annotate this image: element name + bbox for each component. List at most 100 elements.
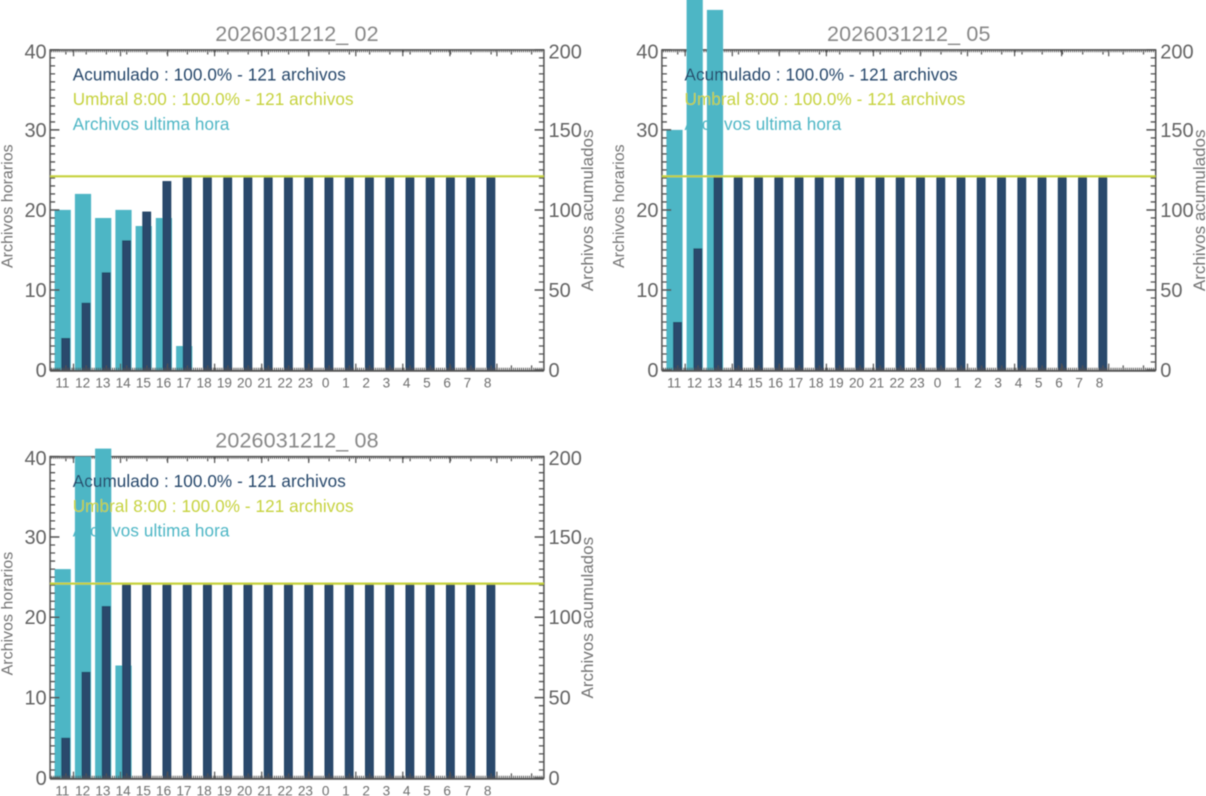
svg-text:15: 15 bbox=[136, 784, 151, 796]
svg-text:23: 23 bbox=[910, 376, 925, 391]
svg-text:11: 11 bbox=[55, 376, 69, 391]
svg-text:4: 4 bbox=[403, 376, 411, 391]
svg-text:4: 4 bbox=[403, 784, 411, 796]
svg-text:12: 12 bbox=[687, 376, 702, 391]
svg-text:2026031212_ 05: 2026031212_ 05 bbox=[827, 22, 991, 46]
svg-text:19: 19 bbox=[217, 376, 232, 391]
svg-text:7: 7 bbox=[464, 784, 472, 796]
svg-text:5: 5 bbox=[1035, 376, 1043, 391]
svg-text:3: 3 bbox=[383, 376, 391, 391]
svg-text:30: 30 bbox=[24, 527, 46, 549]
svg-text:1: 1 bbox=[954, 376, 962, 391]
svg-text:14: 14 bbox=[727, 376, 743, 391]
svg-text:10: 10 bbox=[636, 280, 658, 302]
svg-text:Archivos ultima hora: Archivos ultima hora bbox=[73, 115, 230, 134]
svg-text:30: 30 bbox=[636, 120, 658, 142]
svg-text:16: 16 bbox=[156, 784, 171, 796]
svg-text:0: 0 bbox=[549, 360, 560, 382]
svg-text:30: 30 bbox=[24, 120, 46, 142]
svg-text:15: 15 bbox=[136, 376, 151, 391]
svg-text:1: 1 bbox=[342, 784, 350, 796]
svg-text:Archivos horarios: Archivos horarios bbox=[611, 144, 628, 268]
svg-text:19: 19 bbox=[217, 784, 232, 796]
svg-text:7: 7 bbox=[464, 376, 472, 391]
svg-text:150: 150 bbox=[549, 527, 582, 549]
svg-text:20: 20 bbox=[24, 200, 46, 222]
svg-text:Umbral 8:00 : 100.0% - 121 arc: Umbral 8:00 : 100.0% - 121 archivos bbox=[73, 90, 354, 109]
svg-text:20: 20 bbox=[24, 607, 46, 629]
svg-text:20: 20 bbox=[849, 376, 865, 391]
svg-text:17: 17 bbox=[176, 376, 191, 391]
svg-text:13: 13 bbox=[707, 376, 722, 391]
svg-text:23: 23 bbox=[298, 784, 313, 796]
svg-text:200: 200 bbox=[549, 448, 582, 470]
svg-text:5: 5 bbox=[423, 784, 431, 796]
svg-text:2026031212_ 02: 2026031212_ 02 bbox=[215, 22, 379, 46]
svg-text:40: 40 bbox=[24, 41, 46, 63]
svg-text:100: 100 bbox=[549, 200, 582, 222]
svg-text:8: 8 bbox=[1096, 376, 1104, 391]
svg-text:6: 6 bbox=[443, 784, 451, 796]
svg-text:22: 22 bbox=[889, 376, 904, 391]
svg-text:8: 8 bbox=[484, 784, 492, 796]
svg-text:0: 0 bbox=[1160, 360, 1171, 382]
svg-text:40: 40 bbox=[636, 41, 658, 63]
svg-text:17: 17 bbox=[788, 376, 803, 391]
svg-text:Acumulado : 100.0% - 121 archi: Acumulado : 100.0% - 121 archivos bbox=[73, 472, 346, 491]
svg-text:3: 3 bbox=[994, 376, 1002, 391]
svg-text:13: 13 bbox=[95, 784, 110, 796]
svg-text:0: 0 bbox=[647, 360, 658, 382]
svg-text:Acumulado : 100.0% - 121 archi: Acumulado : 100.0% - 121 archivos bbox=[685, 65, 958, 84]
svg-text:3: 3 bbox=[383, 784, 391, 796]
svg-text:14: 14 bbox=[116, 376, 132, 391]
svg-text:6: 6 bbox=[443, 376, 451, 391]
svg-text:17: 17 bbox=[176, 784, 191, 796]
svg-text:4: 4 bbox=[1015, 376, 1023, 391]
svg-text:200: 200 bbox=[549, 41, 582, 63]
svg-text:Umbral 8:00 : 100.0% - 121 arc: Umbral 8:00 : 100.0% - 121 archivos bbox=[73, 497, 354, 516]
svg-text:21: 21 bbox=[869, 376, 884, 391]
svg-text:11: 11 bbox=[667, 376, 681, 391]
svg-text:18: 18 bbox=[808, 376, 823, 391]
svg-text:2: 2 bbox=[974, 376, 982, 391]
svg-text:16: 16 bbox=[768, 376, 783, 391]
svg-text:2026031212_ 08: 2026031212_ 08 bbox=[215, 429, 379, 453]
svg-text:22: 22 bbox=[278, 784, 293, 796]
svg-text:Archivos acumulados: Archivos acumulados bbox=[1190, 130, 1206, 292]
svg-text:40: 40 bbox=[24, 448, 46, 470]
svg-text:150: 150 bbox=[1160, 120, 1193, 142]
svg-text:50: 50 bbox=[549, 280, 571, 302]
svg-text:20: 20 bbox=[237, 376, 253, 391]
svg-text:11: 11 bbox=[55, 784, 69, 796]
svg-text:21: 21 bbox=[257, 784, 272, 796]
svg-text:50: 50 bbox=[1160, 280, 1182, 302]
svg-text:Umbral 8:00 : 100.0% - 121 arc: Umbral 8:00 : 100.0% - 121 archivos bbox=[685, 90, 966, 109]
svg-text:23: 23 bbox=[298, 376, 313, 391]
svg-text:0: 0 bbox=[36, 768, 47, 790]
svg-text:Acumulado : 100.0% - 121 archi: Acumulado : 100.0% - 121 archivos bbox=[73, 65, 346, 84]
svg-text:10: 10 bbox=[24, 688, 46, 710]
svg-text:Archivos horarios: Archivos horarios bbox=[0, 144, 16, 268]
svg-text:18: 18 bbox=[197, 376, 212, 391]
svg-text:12: 12 bbox=[75, 376, 90, 391]
svg-text:18: 18 bbox=[197, 784, 212, 796]
svg-text:150: 150 bbox=[549, 120, 582, 142]
svg-text:19: 19 bbox=[829, 376, 844, 391]
svg-text:20: 20 bbox=[636, 200, 658, 222]
svg-text:16: 16 bbox=[156, 376, 171, 391]
svg-text:14: 14 bbox=[116, 784, 132, 796]
svg-text:8: 8 bbox=[484, 376, 492, 391]
svg-text:2: 2 bbox=[362, 784, 370, 796]
svg-text:12: 12 bbox=[75, 784, 90, 796]
svg-text:0: 0 bbox=[322, 376, 330, 391]
svg-text:2: 2 bbox=[362, 376, 370, 391]
svg-text:200: 200 bbox=[1160, 41, 1193, 63]
svg-text:7: 7 bbox=[1075, 376, 1083, 391]
svg-text:1: 1 bbox=[342, 376, 350, 391]
svg-text:5: 5 bbox=[423, 376, 431, 391]
svg-text:Archivos acumulados: Archivos acumulados bbox=[578, 130, 597, 292]
svg-text:13: 13 bbox=[95, 376, 110, 391]
svg-text:Archivos ultima hora: Archivos ultima hora bbox=[685, 115, 842, 134]
svg-text:21: 21 bbox=[257, 376, 272, 391]
svg-text:0: 0 bbox=[36, 360, 47, 382]
